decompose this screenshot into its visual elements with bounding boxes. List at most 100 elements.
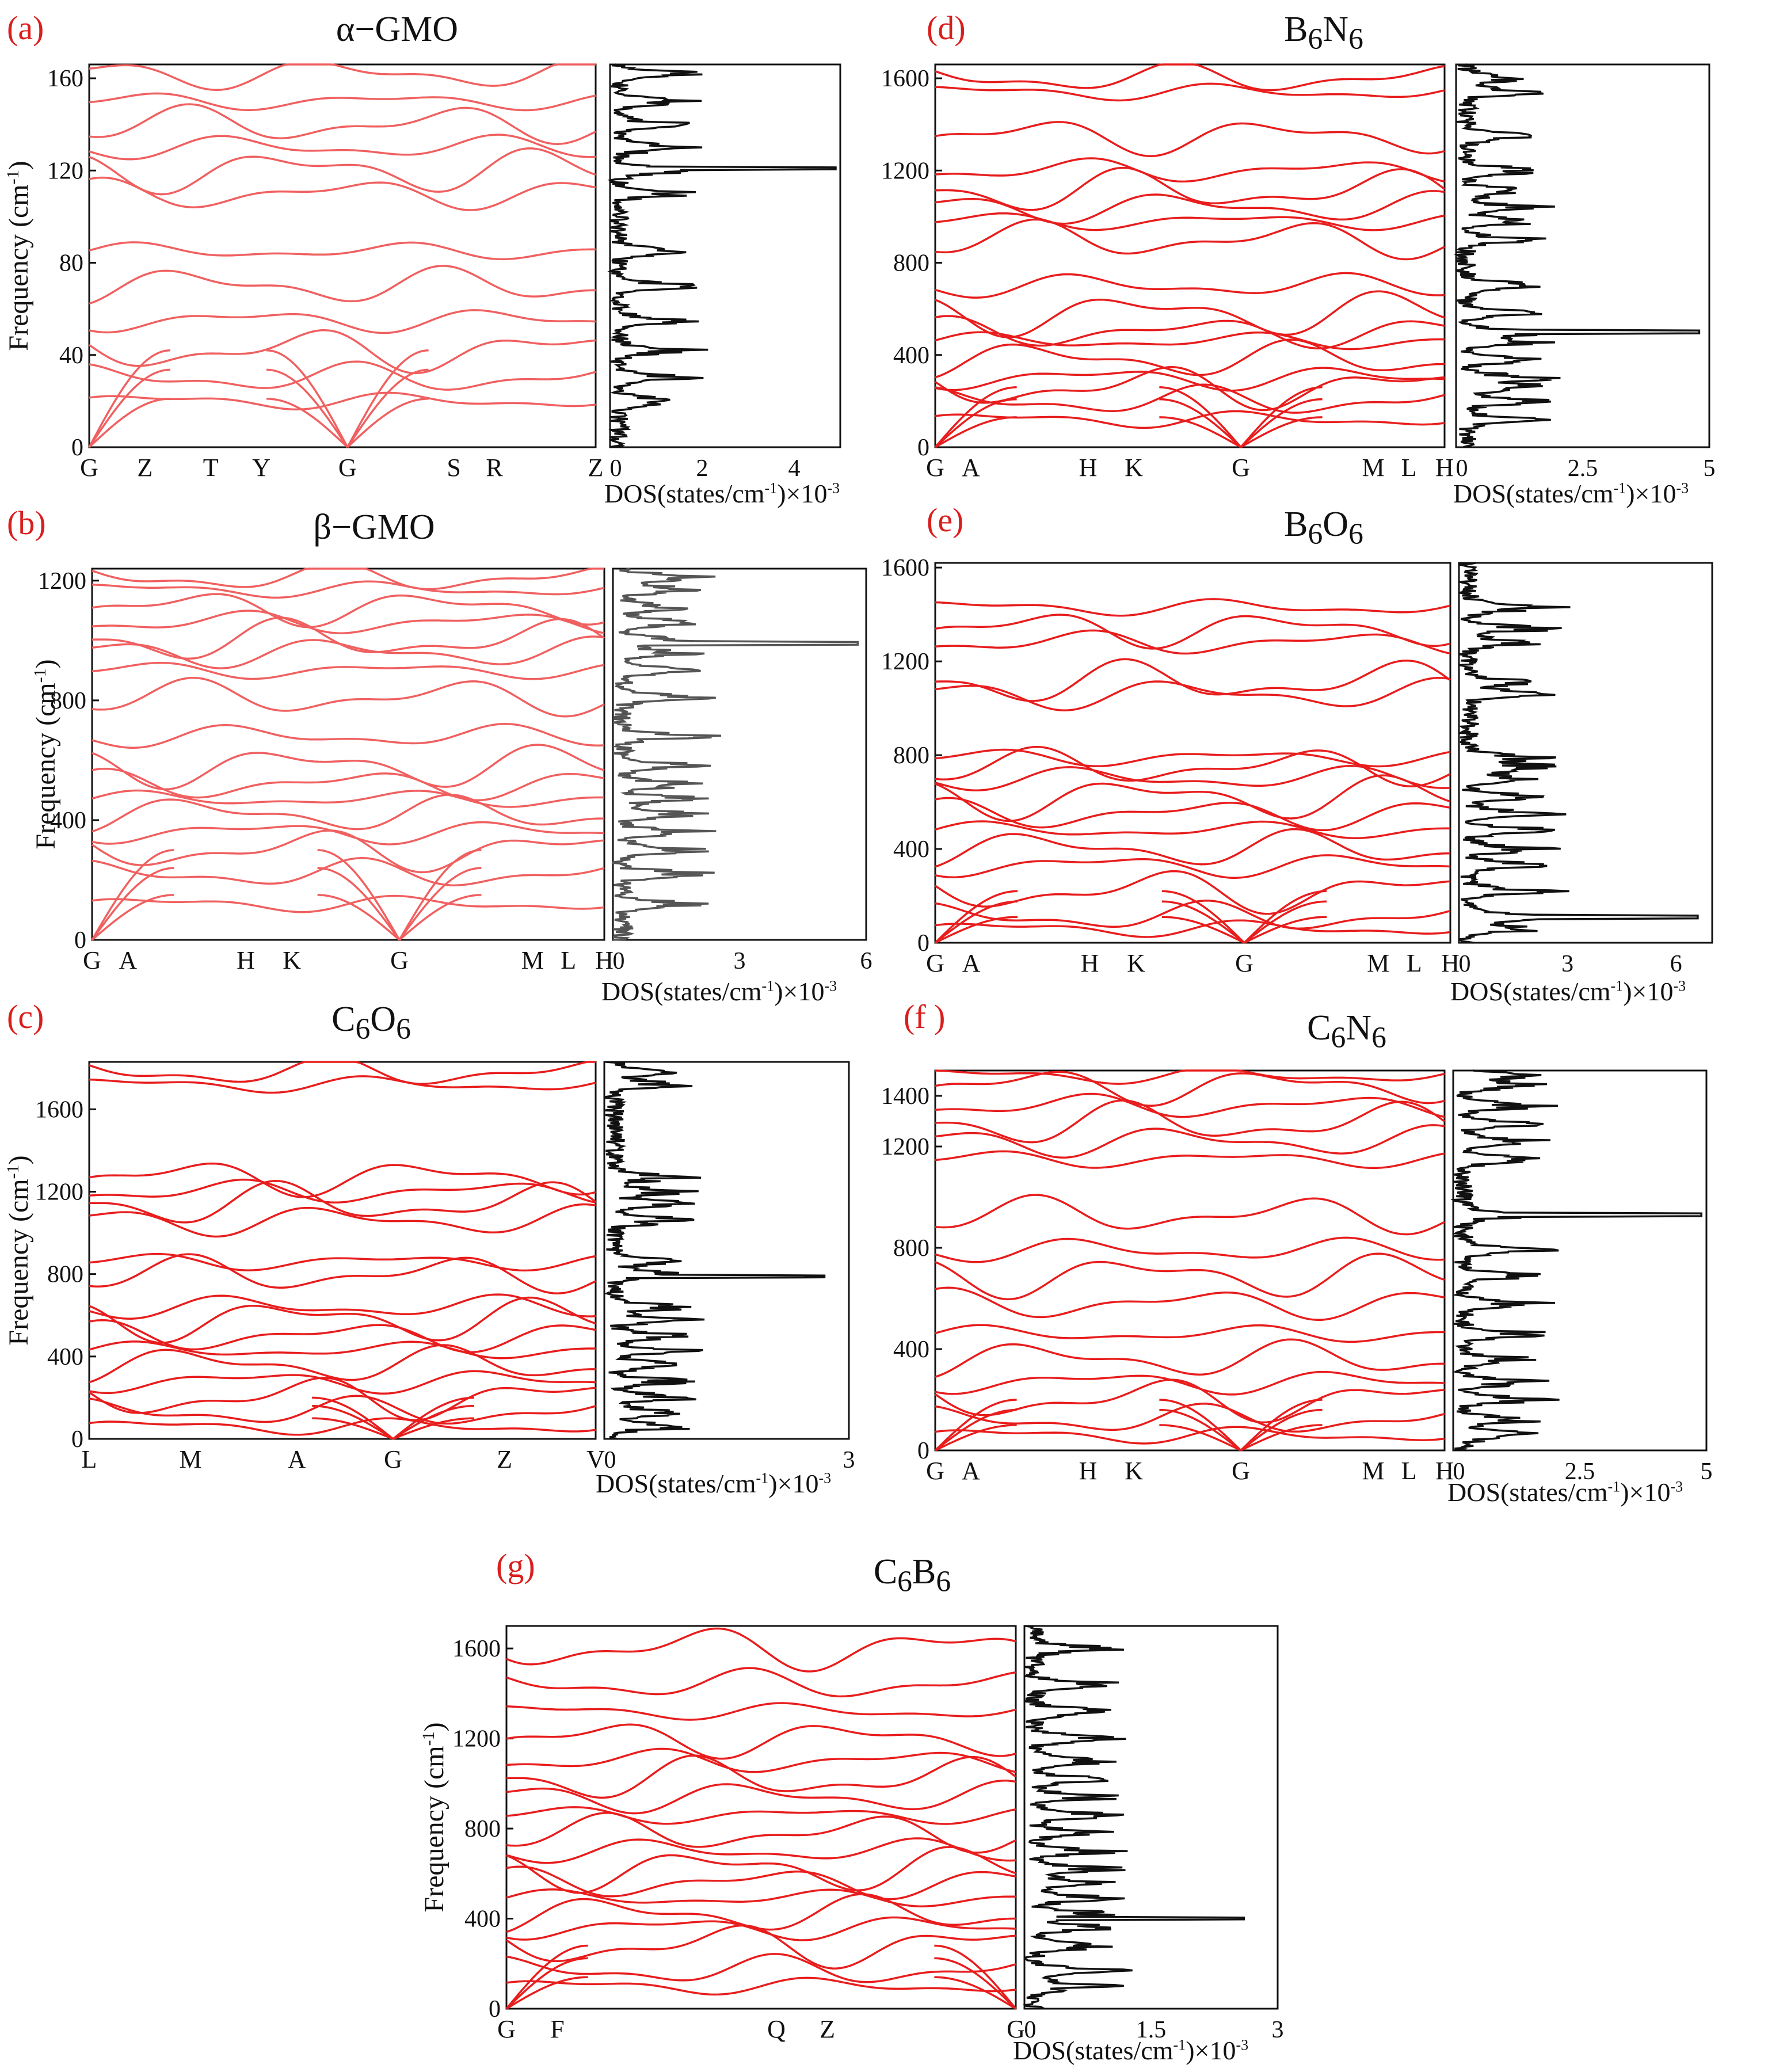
band-c-8 xyxy=(89,1293,596,1320)
acoustic-branch-e-1-l1 xyxy=(1161,900,1245,944)
kpoint-label-d-3: K xyxy=(1125,454,1143,482)
band-d-13 xyxy=(935,157,1445,183)
dos-xtick-c-0: 0 xyxy=(604,1447,616,1473)
band-f-3 xyxy=(935,1370,1445,1396)
band-c-10 xyxy=(89,1252,596,1272)
panel-label-g: (g) xyxy=(496,1547,535,1585)
band-e-2 xyxy=(935,870,1451,915)
kpoint-label-c-1: M xyxy=(179,1445,201,1473)
kpoint-label-a-7: Z xyxy=(588,454,604,482)
band-c-9 xyxy=(89,1253,596,1294)
ytick-label-e-0: 0 xyxy=(917,930,929,957)
band-e-11 xyxy=(935,677,1451,711)
band-f-2 xyxy=(935,1378,1445,1424)
dos-trace-d xyxy=(1453,63,1701,448)
band-f-0 xyxy=(935,1426,1445,1445)
acoustic-branch-d-1-r2 xyxy=(1240,386,1323,448)
band-a-0 xyxy=(89,391,596,411)
band-d-5 xyxy=(935,331,1445,351)
acoustic-branch-f-1-r0 xyxy=(1240,1424,1323,1452)
dos-xlabel-f: DOS(states/cm-1)×10-3 xyxy=(1447,1477,1683,1507)
dos-xtick-a-2: 4 xyxy=(788,455,801,482)
acoustic-branch-g-1-l1 xyxy=(934,1957,1017,2010)
dos-xlabel-b: DOS(states/cm-1)×10-3 xyxy=(601,977,837,1006)
dos-xlabel-d: DOS(states/cm-1)×10-3 xyxy=(1453,479,1689,508)
band-d-0 xyxy=(935,410,1445,429)
band-b-15 xyxy=(92,580,605,599)
band-f-12 xyxy=(935,1099,1446,1144)
kpoint-label-e-3: K xyxy=(1127,949,1145,977)
panel-label-f: (f ) xyxy=(904,998,946,1035)
band-d-2 xyxy=(935,366,1445,412)
kpoint-label-d-4: G xyxy=(1232,454,1250,482)
acoustic-branch-c-0-r2 xyxy=(392,1396,474,1440)
band-c-12 xyxy=(89,1180,597,1224)
dos-xtick-f-2: 5 xyxy=(1701,1458,1713,1485)
dos-xtick-e-2: 6 xyxy=(1670,951,1682,977)
band-g-14 xyxy=(506,1723,1016,1760)
ytick-label-e-2: 800 xyxy=(893,742,929,769)
dos-xtick-b-1: 3 xyxy=(734,948,746,974)
dos-xtick-d-1: 2.5 xyxy=(1568,455,1598,482)
band-b-13 xyxy=(92,610,605,634)
band-g-0 xyxy=(506,1976,1016,1996)
acoustic-branch-a-1-r2 xyxy=(346,349,429,448)
band-b-6 xyxy=(92,767,605,802)
band-a-10 xyxy=(89,92,596,112)
kpoint-label-e-2: H xyxy=(1081,949,1099,977)
kpoint-label-c-0: L xyxy=(82,1445,97,1473)
dos-xtick-d-0: 0 xyxy=(1456,455,1468,482)
acoustic-branch-d-1-r1 xyxy=(1240,398,1323,448)
band-b-12 xyxy=(92,616,605,660)
kpoint-label-f-3: K xyxy=(1125,1457,1143,1485)
band-f-9 xyxy=(935,1194,1445,1236)
band-e-14 xyxy=(935,614,1451,650)
acoustic-branch-b-1-l1 xyxy=(317,867,401,941)
kpoint-label-b-3: K xyxy=(283,946,301,974)
kpoint-label-f-2: H xyxy=(1079,1457,1098,1485)
acoustic-branch-a-1-r1 xyxy=(346,368,429,448)
ytick-label-g-1: 400 xyxy=(464,1906,501,1933)
band-d-6 xyxy=(935,315,1445,350)
acoustic-branch-e-1-r0 xyxy=(1244,916,1327,944)
band-d-3 xyxy=(935,367,1445,392)
dos-frame-d xyxy=(1455,63,1710,448)
acoustic-branch-f-1-r1 xyxy=(1240,1408,1323,1452)
band-c-16 xyxy=(89,1061,596,1085)
ytick-label-d-4: 1600 xyxy=(881,66,929,92)
band-c-0 xyxy=(89,1417,596,1436)
band-a-8 xyxy=(89,134,596,161)
ytick-label-f-4: 1400 xyxy=(881,1083,929,1110)
band-frame-a xyxy=(88,63,597,448)
ytick-label-f-1: 400 xyxy=(893,1336,929,1363)
acoustic-branch-b-0-r2 xyxy=(91,849,174,940)
band-g-3 xyxy=(506,1916,1016,1941)
dos-frame-g xyxy=(1023,1625,1279,2010)
acoustic-branch-c-0-l1 xyxy=(312,1404,394,1440)
band-c-13 xyxy=(89,1178,596,1204)
band-b-10 xyxy=(92,661,605,680)
panel-label-a: (a) xyxy=(7,9,44,47)
acoustic-branch-b-1-r0 xyxy=(398,894,482,941)
kpoint-label-b-1: A xyxy=(119,946,137,974)
kpoint-label-g-1: F xyxy=(550,2015,564,2043)
dos-xlabel-g: DOS(states/cm-1)×10-3 xyxy=(1013,2036,1249,2065)
band-b-8 xyxy=(92,723,605,749)
kpoint-label-b-6: L xyxy=(561,946,576,974)
dos-xtick-a-0: 0 xyxy=(610,455,622,482)
dos-frame-f xyxy=(1452,1069,1708,1452)
ytick-label-g-3: 1200 xyxy=(452,1726,501,1753)
ytick-label-b-3: 1200 xyxy=(38,568,86,595)
band-b-5 xyxy=(92,789,604,808)
acoustic-branch-e-1-r2 xyxy=(1243,890,1327,944)
band-a-7 xyxy=(89,147,596,196)
band-f-8 xyxy=(935,1236,1445,1263)
dos-trace-c xyxy=(604,1061,826,1440)
kpoint-label-g-2: Q xyxy=(767,2015,786,2043)
band-a-5 xyxy=(89,241,596,261)
acoustic-branch-e-1-l2 xyxy=(1161,890,1245,944)
band-g-15 xyxy=(506,1702,1016,1721)
band-b-4 xyxy=(92,794,604,833)
band-d-11 xyxy=(935,190,1445,225)
acoustic-branch-f-0-r1 xyxy=(934,1408,1017,1452)
